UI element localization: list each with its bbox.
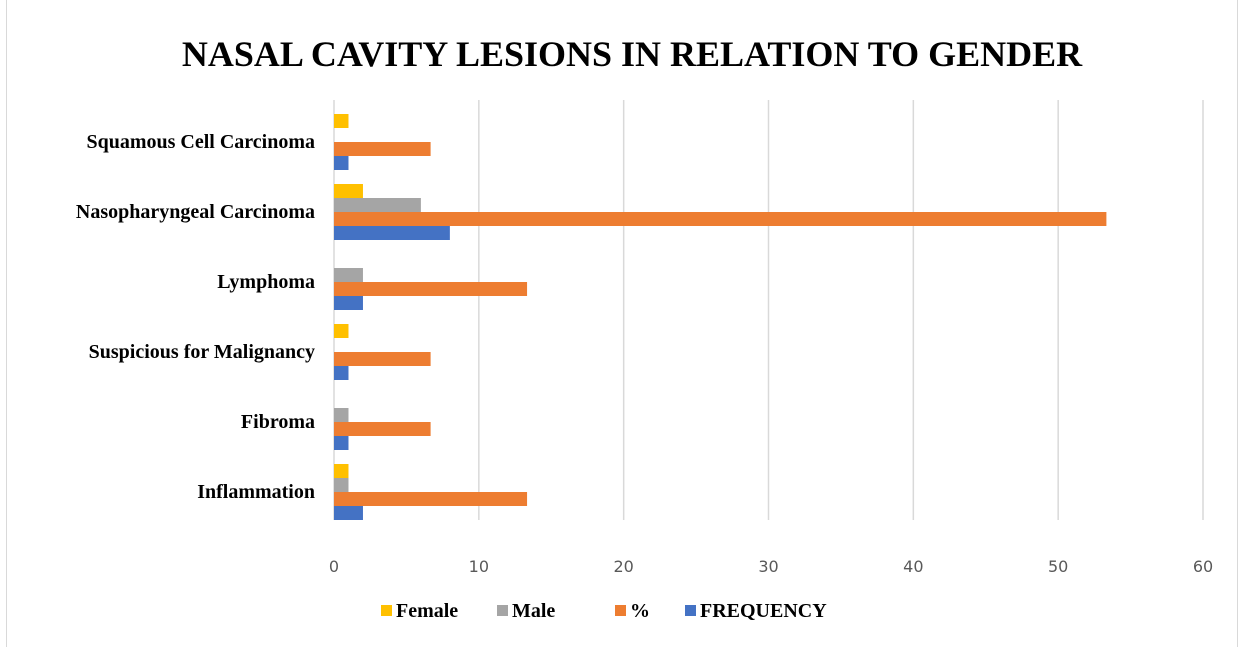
bar-female-squamous-cell-carcinoma (334, 114, 349, 128)
bar-percent-lymphoma (334, 282, 528, 296)
category-label: Fibroma (241, 411, 315, 433)
bar-percent-suspicious-for-malignancy (334, 352, 431, 366)
legend-label-male: Male (512, 600, 555, 622)
bar-frequency-lymphoma (334, 296, 363, 310)
x-tick-labels: 0 10 20 30 40 50 60 (329, 557, 1213, 576)
bar-frequency-squamous-cell-carcinoma (334, 156, 349, 170)
bar-male-nasopharyngeal-carcinoma (334, 198, 421, 212)
category-label: Nasopharyngeal Carcinoma (76, 201, 315, 223)
x-tick-label: 10 (469, 557, 489, 576)
bar-female-nasopharyngeal-carcinoma (334, 184, 363, 198)
category-label: Squamous Cell Carcinoma (86, 131, 315, 153)
category-label: Suspicious for Malignancy (89, 341, 315, 363)
category-label: Inflammation (197, 481, 315, 503)
legend-label-frequency: FREQUENCY (700, 600, 827, 622)
legend-swatch-female (381, 605, 392, 616)
category-label: Lymphoma (217, 271, 315, 293)
x-tick-label: 20 (613, 557, 633, 576)
legend-swatch-male (497, 605, 508, 616)
bar-percent-inflammation (334, 492, 528, 506)
legend-swatch-percent (615, 605, 626, 616)
x-tick-label: 50 (1048, 557, 1068, 576)
x-tick-label: 0 (329, 557, 339, 576)
bar-percent-nasopharyngeal-carcinoma (334, 212, 1107, 226)
bar-male-fibroma (334, 408, 349, 422)
chart-frame: NASAL CAVITY LESIONS IN RELATION TO GEND… (6, 0, 1238, 647)
legend-label-female: Female (396, 600, 458, 622)
legend-swatch-frequency (685, 605, 696, 616)
x-tick-label: 60 (1193, 557, 1213, 576)
legend: Female Male% FREQUENCY (381, 600, 827, 622)
legend-label-percent: % (630, 600, 650, 622)
x-tick-label: 30 (758, 557, 778, 576)
bars (334, 114, 1107, 520)
category-labels: Squamous Cell Carcinoma Nasopharyngeal Ca… (76, 131, 315, 503)
bar-female-suspicious-for-malignancy (334, 324, 349, 338)
nasal-lesions-chart: NASAL CAVITY LESIONS IN RELATION TO GEND… (76, 34, 1213, 622)
chart-title: NASAL CAVITY LESIONS IN RELATION TO GEND… (182, 34, 1083, 74)
bar-percent-fibroma (334, 422, 431, 436)
bar-male-inflammation (334, 478, 349, 492)
bar-frequency-nasopharyngeal-carcinoma (334, 226, 450, 240)
bar-percent-squamous-cell-carcinoma (334, 142, 431, 156)
x-tick-label: 40 (903, 557, 923, 576)
bar-female-inflammation (334, 464, 349, 478)
bar-frequency-fibroma (334, 436, 349, 450)
bar-frequency-suspicious-for-malignancy (334, 366, 349, 380)
bar-male-lymphoma (334, 268, 363, 282)
grid-lines (333, 100, 1204, 520)
bar-frequency-inflammation (334, 506, 363, 520)
